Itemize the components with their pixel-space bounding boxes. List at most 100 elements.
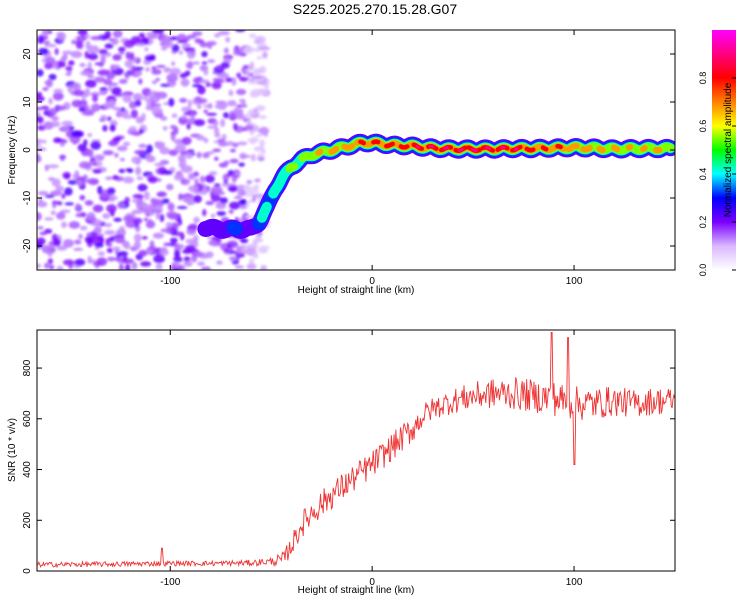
noise-speckle [192, 31, 203, 37]
noise-speckle [160, 83, 171, 87]
noise-speckle [131, 199, 143, 203]
spectrogram-x-ticks: -100 0 100 [160, 30, 583, 287]
noise-speckle [176, 205, 188, 210]
noise-speckle [173, 126, 179, 135]
noise-speckle [37, 201, 48, 208]
noise-speckle [179, 264, 186, 270]
noise-speckle [118, 225, 126, 235]
noise-speckle [92, 169, 102, 174]
noise-speckle [203, 68, 209, 76]
noise-speckle [74, 258, 86, 266]
noise-speckle [56, 105, 67, 111]
noise-speckle [236, 141, 248, 146]
noise-speckle [106, 256, 116, 262]
snr-y-tick-label: 200 [22, 511, 33, 528]
noise-speckle [178, 50, 184, 55]
noise-speckle [226, 140, 235, 146]
noise-speckle [246, 119, 252, 126]
noise-speckle [112, 30, 123, 38]
noise-speckle [81, 110, 94, 116]
noise-speckle [45, 56, 56, 64]
noise-speckle [114, 152, 119, 158]
noise-speckle [120, 157, 125, 162]
noise-speckle [146, 249, 153, 254]
noise-speckle [78, 233, 83, 240]
noise-speckle [106, 187, 116, 195]
noise-speckle [106, 116, 112, 122]
noise-speckle [97, 185, 103, 195]
noise-speckle [109, 236, 115, 243]
noise-speckle [70, 50, 83, 59]
noise-speckle [197, 105, 202, 109]
noise-speckle [205, 112, 218, 116]
noise-speckle [109, 124, 116, 132]
noise-speckle [202, 209, 207, 217]
snr-y-tick-label: 400 [22, 461, 33, 478]
noise-speckle [53, 238, 61, 247]
noise-speckle [262, 51, 268, 59]
noise-speckle [207, 59, 216, 64]
noise-speckle [124, 60, 133, 68]
noise-speckle [87, 178, 99, 185]
noise-speckle [215, 100, 227, 105]
noise-speckle [49, 121, 61, 128]
noise-speckle [180, 78, 190, 87]
noise-speckle [48, 97, 53, 105]
noise-speckle [37, 225, 44, 230]
noise-speckle [253, 146, 265, 152]
noise-speckle [71, 83, 79, 90]
noise-speckle [167, 202, 175, 211]
noise-speckle [169, 81, 177, 86]
noise-speckle [201, 51, 208, 58]
spectrogram-y-tick-label: 0 [22, 147, 33, 153]
noise-speckle [79, 161, 91, 169]
noise-speckle [77, 143, 87, 152]
noise-speckle [44, 62, 53, 70]
noise-speckle [211, 81, 222, 90]
spectrogram-y-label: Frequency (Hz) [7, 116, 18, 185]
noise-speckle [166, 183, 174, 191]
noise-speckle [74, 239, 82, 245]
noise-speckle [246, 263, 257, 270]
noise-speckle [144, 47, 149, 52]
noise-speckle [62, 259, 75, 266]
noise-speckle [37, 116, 44, 124]
noise-speckle [187, 34, 197, 39]
noise-speckle [67, 85, 73, 93]
noise-speckle [68, 221, 80, 229]
noise-speckle [123, 72, 131, 77]
noise-speckle [79, 225, 88, 231]
noise-speckle [253, 186, 260, 193]
noise-speckle [37, 107, 44, 111]
noise-speckle [214, 156, 219, 161]
noise-speckle [84, 235, 94, 244]
noise-speckle [130, 130, 140, 136]
noise-speckle [141, 112, 146, 122]
spectrogram-y-tick-label: 20 [22, 48, 33, 60]
noise-speckle [48, 108, 58, 116]
noise-speckle [102, 150, 114, 156]
noise-speckle [170, 132, 176, 142]
noise-speckle [133, 241, 141, 250]
noise-speckle [226, 101, 237, 107]
noise-speckle [105, 176, 113, 180]
snr-x-tick-label: 0 [369, 577, 375, 588]
noise-speckle [199, 175, 206, 183]
noise-speckle [220, 61, 230, 69]
noise-speckle [186, 50, 196, 59]
noise-speckle [161, 198, 170, 204]
noise-speckle [243, 186, 252, 193]
noise-speckle [159, 146, 170, 155]
noise-speckle [258, 115, 267, 120]
noise-speckle [119, 263, 124, 270]
noise-speckle [65, 65, 73, 72]
noise-speckle [112, 136, 122, 142]
noise-speckle [98, 49, 108, 55]
noise-speckle [178, 193, 183, 201]
ridge-band [640, 145, 648, 153]
noise-speckle [59, 209, 71, 214]
noise-speckle [155, 77, 161, 82]
ridge-band [328, 145, 340, 155]
noise-speckle [141, 37, 150, 42]
noise-speckle [52, 92, 64, 101]
